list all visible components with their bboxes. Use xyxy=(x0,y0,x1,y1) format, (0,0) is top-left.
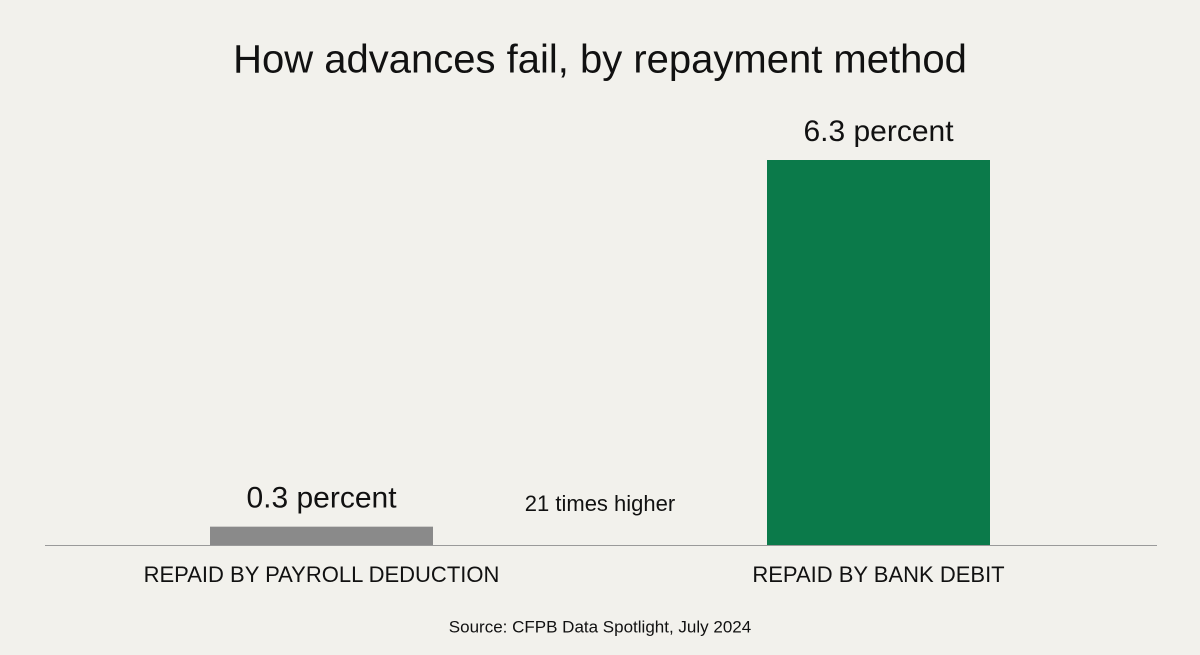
category-label: REPAID BY BANK DEBIT xyxy=(752,562,1004,587)
bar xyxy=(210,526,433,545)
source: Source: CFPB Data Spotlight, July 2024 xyxy=(449,617,751,636)
bar xyxy=(767,160,990,545)
annotation: 21 times higher xyxy=(525,491,675,516)
value-label: 0.3 percent xyxy=(246,482,397,515)
chart-title: How advances fail, by repayment method xyxy=(233,38,967,82)
category-label: REPAID BY PAYROLL DEDUCTION xyxy=(144,562,500,587)
value-label: 6.3 percent xyxy=(803,115,954,148)
